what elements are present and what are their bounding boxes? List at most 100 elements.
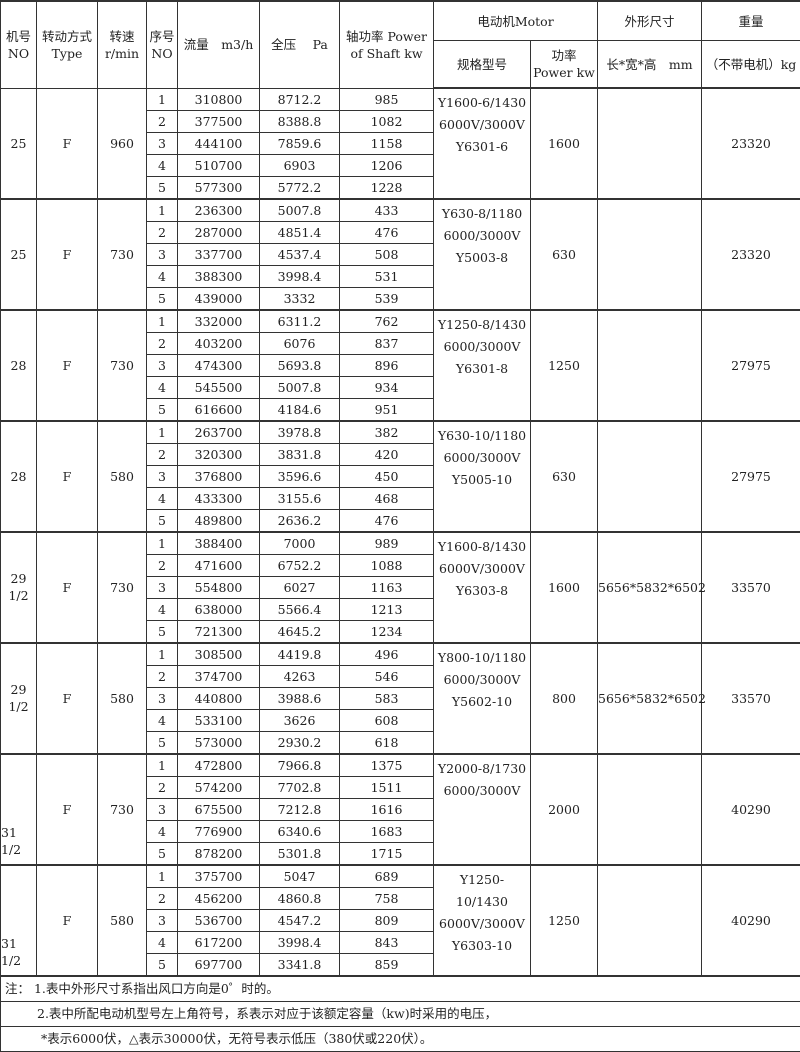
fan-number-cell: 25 <box>1 199 37 310</box>
pressure-cell: 4860.8 <box>260 887 340 909</box>
shaft-cell: 896 <box>340 354 434 376</box>
seq-cell: 5 <box>147 620 178 643</box>
dimensions-cell <box>598 199 702 310</box>
header-seq: 序号 NO <box>147 1 178 88</box>
pressure-cell: 6311.2 <box>260 310 340 333</box>
pressure-cell: 5693.8 <box>260 354 340 376</box>
speed-cell: 730 <box>98 754 147 865</box>
flow-cell: 474300 <box>178 354 260 376</box>
header-pressure: 全压 Pa <box>260 1 340 88</box>
flow-cell: 375700 <box>178 865 260 888</box>
seq-cell: 4 <box>147 931 178 953</box>
flow-cell: 374700 <box>178 665 260 687</box>
motor-model-line: Y2000-8/1730 <box>434 758 530 780</box>
seq-cell: 4 <box>147 376 178 398</box>
pressure-cell: 6027 <box>260 576 340 598</box>
motor-power-cell: 800 <box>531 643 598 754</box>
seq-cell: 2 <box>147 221 178 243</box>
header-weight-sub: （不带电机）kg <box>702 41 800 89</box>
motor-power-cell: 2000 <box>531 754 598 865</box>
dimensions-cell <box>598 754 702 865</box>
flow-cell: 236300 <box>178 199 260 222</box>
weight-cell: 40290 <box>702 865 800 976</box>
motor-power-cell: 630 <box>531 199 598 310</box>
flow-cell: 489800 <box>178 509 260 532</box>
flow-cell: 377500 <box>178 110 260 132</box>
seq-cell: 1 <box>147 421 178 444</box>
motor-power-cell: 630 <box>531 421 598 532</box>
fan-number-cell: 28 <box>1 421 37 532</box>
header-dimensions: 外形尺寸 <box>598 1 702 41</box>
note-1: 注： 1.表中外形尺寸系指出风口方向是0゜时的。 <box>1 976 800 1002</box>
header-shaft-power: 轴功率 Power of Shaft kw <box>340 1 434 88</box>
flow-cell: 697700 <box>178 953 260 976</box>
seq-cell: 5 <box>147 842 178 865</box>
pressure-cell: 7702.8 <box>260 776 340 798</box>
shaft-cell: 1088 <box>340 554 434 576</box>
motor-model-line: Y630-10/1180 <box>434 425 530 447</box>
motor-model-line: Y1250-10/1430 <box>434 869 530 913</box>
weight-cell: 23320 <box>702 88 800 199</box>
seq-cell: 3 <box>147 798 178 820</box>
flow-cell: 721300 <box>178 620 260 643</box>
seq-cell: 2 <box>147 887 178 909</box>
shaft-cell: 450 <box>340 465 434 487</box>
motor-model-line: Y6301-6 <box>434 136 530 158</box>
seq-cell: 4 <box>147 820 178 842</box>
seq-cell: 1 <box>147 310 178 333</box>
header-no: 机号 NO <box>1 1 37 88</box>
weight-cell: 33570 <box>702 532 800 643</box>
fan-number-cell: 29 1/2 <box>1 532 37 643</box>
flow-cell: 616600 <box>178 398 260 421</box>
speed-cell: 580 <box>98 421 147 532</box>
flow-cell: 308500 <box>178 643 260 666</box>
seq-cell: 2 <box>147 554 178 576</box>
speed-cell: 580 <box>98 643 147 754</box>
weight-cell: 33570 <box>702 643 800 754</box>
drive-type-cell: F <box>37 88 98 199</box>
flow-cell: 545500 <box>178 376 260 398</box>
dimensions-cell <box>598 88 702 199</box>
shaft-cell: 1375 <box>340 754 434 777</box>
shaft-cell: 843 <box>340 931 434 953</box>
flow-cell: 337700 <box>178 243 260 265</box>
shaft-cell: 382 <box>340 421 434 444</box>
header-weight: 重量 <box>702 1 800 41</box>
pressure-cell: 3155.6 <box>260 487 340 509</box>
flow-cell: 638000 <box>178 598 260 620</box>
pressure-cell: 5047 <box>260 865 340 888</box>
seq-cell: 5 <box>147 398 178 421</box>
shaft-cell: 508 <box>340 243 434 265</box>
seq-cell: 4 <box>147 265 178 287</box>
flow-cell: 439000 <box>178 287 260 310</box>
motor-model-line: 6000V/3000V <box>434 114 530 136</box>
motor-power-cell: 1250 <box>531 310 598 421</box>
header-speed: 转速 r/min <box>98 1 147 88</box>
seq-cell: 4 <box>147 598 178 620</box>
seq-cell: 5 <box>147 287 178 310</box>
pressure-cell: 5772.2 <box>260 176 340 199</box>
shaft-cell: 539 <box>340 287 434 310</box>
weight-cell: 40290 <box>702 754 800 865</box>
motor-model-line: 6000V/3000V <box>434 558 530 580</box>
pressure-cell: 8388.8 <box>260 110 340 132</box>
shaft-cell: 496 <box>340 643 434 666</box>
flow-cell: 263700 <box>178 421 260 444</box>
flow-cell: 388300 <box>178 265 260 287</box>
flow-cell: 471600 <box>178 554 260 576</box>
seq-cell: 3 <box>147 354 178 376</box>
pressure-cell: 6340.6 <box>260 820 340 842</box>
flow-cell: 776900 <box>178 820 260 842</box>
motor-model-line: Y5602-10 <box>434 691 530 713</box>
pressure-cell: 4263 <box>260 665 340 687</box>
shaft-cell: 1511 <box>340 776 434 798</box>
pressure-cell: 3998.4 <box>260 265 340 287</box>
motor-model-line: Y5005-10 <box>434 469 530 491</box>
speed-cell: 730 <box>98 532 147 643</box>
